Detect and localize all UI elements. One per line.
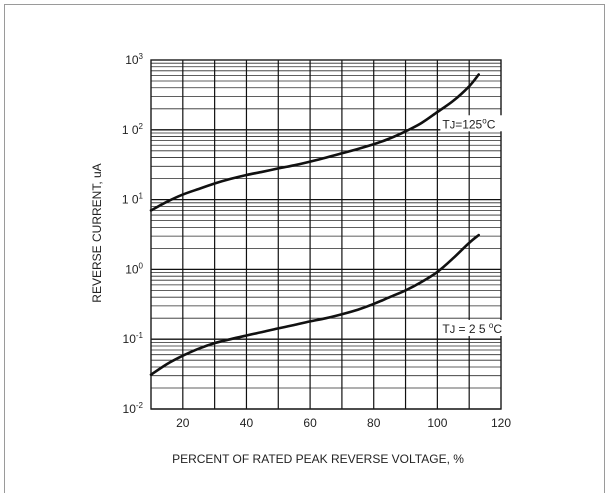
y-tick-exponent: 1 xyxy=(139,192,144,201)
y-tick-base: 10 xyxy=(123,402,137,416)
y-tick-base: 10 xyxy=(125,53,139,67)
y-tick-exponent: -1 xyxy=(136,331,144,340)
y-tick-exponent: 2 xyxy=(139,122,144,131)
y-tick-exponent: -2 xyxy=(136,401,144,410)
plot-border xyxy=(150,59,502,410)
y-tick-base: 10 xyxy=(125,262,139,276)
series-label-part: C xyxy=(487,117,496,131)
x-axis-label: PERCENT OF RATED PEAK REVERSE VOLTAGE, % xyxy=(172,452,464,466)
y-tick-label: 10-1 xyxy=(123,331,144,346)
plot-area xyxy=(151,60,501,409)
series-label-part: T xyxy=(442,322,450,336)
minor-gridlines xyxy=(151,62,501,389)
y-tick-label: 10-2 xyxy=(123,401,144,416)
y-tick-label: 103 xyxy=(125,52,143,67)
y-axis-label: REVERSE CURRENT, uA xyxy=(90,163,104,302)
series-label-part: J xyxy=(450,324,456,336)
y-tick-base: 1 0 xyxy=(122,123,139,137)
series-label-part: J xyxy=(450,119,456,131)
x-tick-label: 80 xyxy=(367,416,381,430)
y-tick-label: 1 01 xyxy=(122,192,144,207)
y-tick-label: 100 xyxy=(125,261,143,276)
y-tick-base: 10 xyxy=(123,332,137,346)
series-label-part: o xyxy=(489,321,494,330)
x-tick-label: 60 xyxy=(303,416,317,430)
y-tick-base: 1 0 xyxy=(122,193,139,207)
series-label-part: o xyxy=(482,116,487,125)
series-label-part: = 2 5 xyxy=(455,322,489,336)
series-label-bg-0 xyxy=(440,115,521,132)
series-label-part: =125 xyxy=(455,117,482,131)
x-tick-label: 100 xyxy=(427,416,447,430)
x-tick-labels: 20 40 60 80 100 120 xyxy=(176,416,511,430)
series-label-part: T xyxy=(442,117,450,131)
figure-frame xyxy=(4,4,605,493)
series-label-0: TJ=125oC xyxy=(442,116,495,131)
x-tick-label: 20 xyxy=(176,416,190,430)
series-line-1 xyxy=(149,233,480,376)
series-layer xyxy=(149,73,480,376)
series-line-0 xyxy=(149,73,480,212)
y-tick-label: 1 02 xyxy=(122,122,144,137)
x-tick-label: 40 xyxy=(240,416,254,430)
series-label-1: TJ = 2 5 oC xyxy=(442,321,502,336)
series-label-bg-1 xyxy=(440,320,527,337)
series-label-part: C xyxy=(493,322,502,336)
x-tick-label: 120 xyxy=(491,416,511,430)
y-tick-exponent: 3 xyxy=(139,52,144,61)
y-tick-exponent: 0 xyxy=(139,261,144,270)
